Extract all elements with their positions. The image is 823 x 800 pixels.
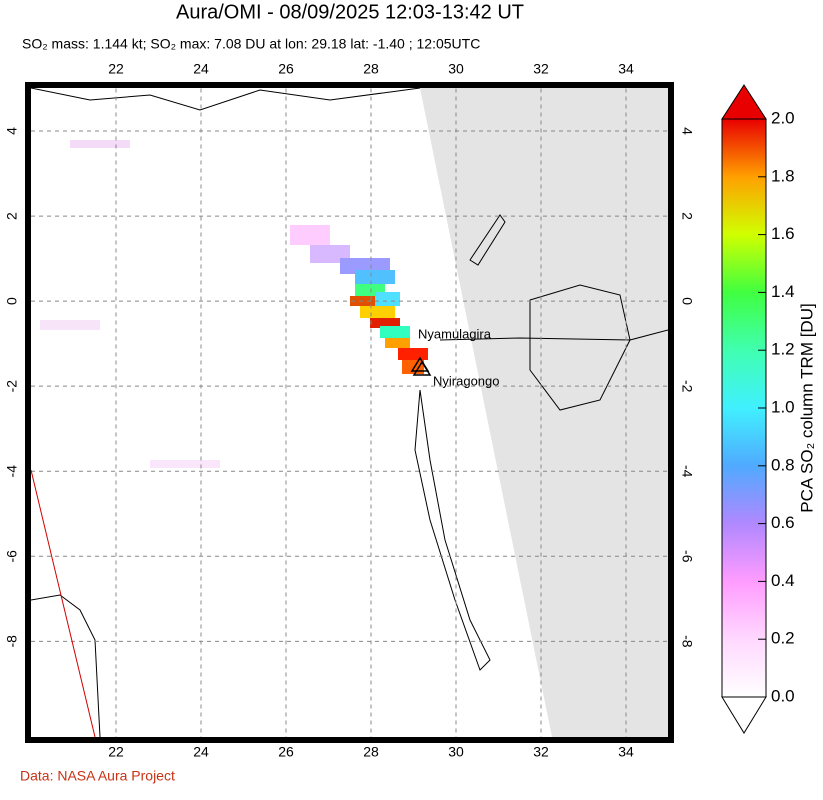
colorbar-label: PCA SO₂ column TRM [DU] — [797, 303, 816, 512]
y-tick-label: -6 — [679, 550, 695, 563]
colorbar-tick-label: 2.0 — [771, 108, 795, 127]
y-tick-label: 4 — [4, 127, 20, 135]
volcano-label: Nyiragongo — [433, 373, 500, 388]
y-tick-label: 4 — [679, 127, 695, 135]
swath-edge — [31, 469, 96, 737]
colorbar-extend-max — [721, 84, 767, 120]
grid — [31, 88, 668, 737]
no-data-area — [420, 88, 668, 737]
volcano-label: Nyamulagira — [418, 326, 492, 341]
credit: Data: NASA Aura Project — [20, 768, 175, 784]
colorbar-tick-label: 1.8 — [771, 166, 795, 185]
x-tick-label: 34 — [618, 744, 634, 760]
colorbar-tick-label: 1.4 — [771, 282, 795, 301]
y-tick-label: -8 — [679, 635, 695, 648]
x-tick-label: 28 — [363, 61, 379, 77]
colorbar-tick-label: 0.8 — [771, 455, 795, 474]
x-tick-label: 34 — [618, 61, 634, 77]
x-tick-label: 26 — [278, 61, 294, 77]
y-tick-label: -4 — [4, 465, 20, 478]
y-tick-label: -6 — [4, 550, 20, 563]
y-tick-label: -2 — [679, 380, 695, 393]
map-frame — [25, 82, 674, 743]
colorbar-tick-label: 0.2 — [771, 629, 795, 648]
colorbar-tick-label: 0.4 — [771, 571, 795, 590]
colorbar-tick-label: 1.6 — [771, 224, 795, 243]
x-tick-label: 24 — [193, 61, 209, 77]
colorbar-extend-min — [721, 696, 767, 734]
y-tick-label: 2 — [679, 212, 695, 220]
volcano-marker — [412, 360, 432, 376]
x-tick-label: 28 — [363, 744, 379, 760]
y-tick-label: 0 — [679, 297, 695, 305]
x-tick-label: 26 — [278, 744, 294, 760]
y-tick-label: 0 — [4, 297, 20, 305]
y-tick-label: 2 — [4, 212, 20, 220]
coastlines — [31, 88, 668, 737]
colorbar-tick-label: 1.0 — [771, 397, 795, 416]
x-tick-label: 22 — [108, 61, 124, 77]
x-tick-label: 22 — [108, 744, 124, 760]
colorbar-tick-label: 0.0 — [771, 686, 795, 705]
y-tick-label: -8 — [4, 635, 20, 648]
y-tick-label: -2 — [4, 380, 20, 393]
x-tick-label: 32 — [533, 744, 549, 760]
map-area — [31, 88, 668, 737]
colorbar-tick-label: 0.6 — [771, 513, 795, 532]
colorbar-tick-label: 1.2 — [771, 340, 795, 359]
title: Aura/OMI - 08/09/2025 12:03-13:42 UT — [176, 1, 524, 23]
y-tick-label: -4 — [679, 465, 695, 478]
x-tick-label: 32 — [533, 61, 549, 77]
x-tick-label: 30 — [448, 61, 464, 77]
x-tick-label: 24 — [193, 744, 209, 760]
subtitle: SO₂ mass: 1.144 kt; SO₂ max: 7.08 DU at … — [22, 36, 480, 52]
x-tick-label: 30 — [448, 744, 464, 760]
